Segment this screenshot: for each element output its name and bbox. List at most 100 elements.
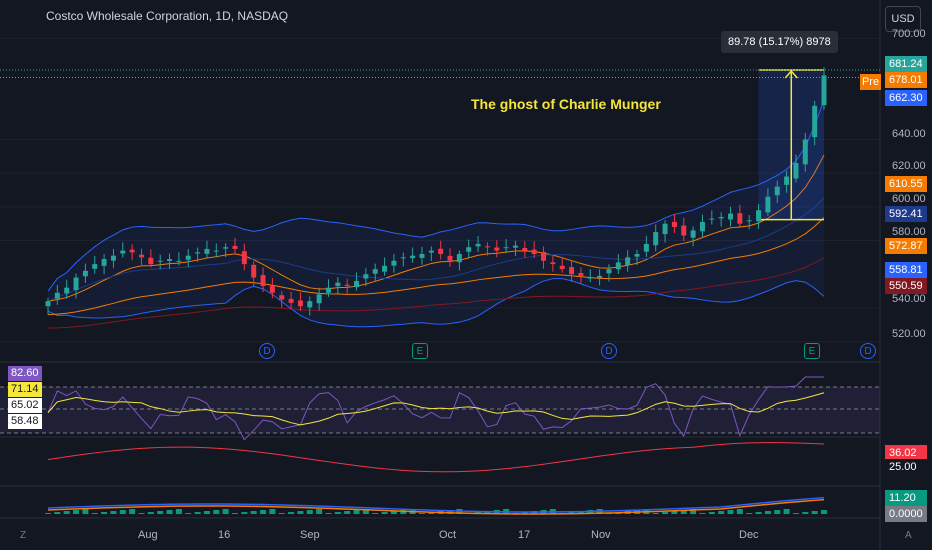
x-axis-label: Nov: [591, 529, 611, 541]
macd-histogram-bar: [746, 513, 753, 514]
x-axis-label: 16: [218, 529, 231, 541]
event-marker-e[interactable]: E: [412, 343, 428, 359]
candle-body: [410, 255, 416, 259]
y-axis-label: 600.00: [892, 193, 926, 205]
macd-histogram-bar: [755, 512, 762, 514]
macd-histogram-bar: [222, 509, 229, 514]
candle-body: [615, 262, 621, 270]
candle-body: [82, 270, 88, 277]
macd-histogram-bar: [353, 510, 360, 514]
bollinger-upper: [47, 99, 825, 292]
candle-body: [756, 210, 762, 222]
candle-body: [503, 247, 509, 249]
auto-scale-icon[interactable]: A: [905, 530, 912, 541]
candle-body: [821, 75, 827, 106]
macd-histogram-bar: [306, 510, 313, 514]
candle-body: [223, 247, 229, 249]
macd-histogram-bar: [718, 511, 725, 514]
candle-body: [578, 273, 584, 276]
macd-histogram-bar: [811, 511, 818, 514]
event-marker-e[interactable]: E: [804, 343, 820, 359]
macd-histogram-bar: [175, 509, 182, 514]
candle-body: [316, 294, 322, 304]
candle-body: [512, 245, 518, 248]
candle-body: [73, 277, 79, 291]
macd-histogram-bar: [166, 510, 173, 514]
candle-body: [101, 259, 107, 266]
macd-histogram-bar: [91, 513, 98, 514]
price-tag: 610.55: [885, 176, 927, 192]
timezone-icon[interactable]: Z: [20, 530, 27, 541]
currency-button[interactable]: USD: [885, 6, 921, 32]
candle-body: [157, 260, 163, 262]
measure-label: 89.78 (15.17%) 8978: [721, 31, 838, 53]
candle-body: [213, 250, 219, 252]
macd-histogram-bar: [662, 512, 669, 514]
candle-body: [307, 301, 313, 308]
price-tag: 592.41: [885, 206, 927, 222]
candle-body: [64, 287, 70, 294]
macd-histogram-bar: [736, 509, 743, 514]
y-axis-label: 580.00: [892, 226, 926, 238]
macd-histogram-bar: [157, 511, 164, 514]
chart-title: Costco Wholesale Corporation, 1D, NASDAQ: [46, 9, 289, 23]
price-tag: 572.87: [885, 238, 927, 254]
candle-body: [522, 247, 528, 251]
candle-body: [260, 275, 266, 286]
macd-histogram-bar: [185, 513, 192, 514]
candle-body: [690, 230, 696, 238]
candle-body: [475, 243, 481, 247]
candle-body: [204, 248, 210, 254]
rsi-tag: 71.14: [8, 382, 42, 397]
candle-body: [559, 265, 565, 270]
x-axis-label: Aug: [138, 529, 158, 541]
candle-body: [363, 274, 369, 279]
macd-histogram-bar: [269, 509, 276, 514]
macd-histogram-bar: [194, 512, 201, 514]
candle-body: [288, 298, 294, 303]
macd-histogram-bar: [708, 512, 715, 514]
candle-body: [251, 264, 257, 278]
ema-long: [47, 257, 825, 329]
macd-histogram-bar: [147, 512, 154, 514]
price-tag: 678.01: [885, 72, 927, 88]
macd-histogram-bar: [699, 513, 706, 514]
event-marker-d[interactable]: D: [601, 343, 617, 359]
macd-histogram-bar: [54, 512, 61, 514]
macd-histogram-bar: [45, 513, 51, 514]
candle-body: [606, 269, 612, 274]
adx-tag: 25.00: [885, 459, 927, 475]
macd-histogram-bar: [344, 511, 351, 514]
candle-body: [531, 249, 537, 254]
y-axis-label: 700.00: [892, 28, 926, 40]
macd-histogram-bar: [390, 511, 397, 514]
candle-body: [185, 255, 191, 260]
macd-histogram-bar: [129, 509, 136, 514]
macd-histogram-bar: [400, 510, 407, 514]
candle-body: [671, 221, 677, 228]
ema-short: [47, 154, 825, 302]
candle-body: [438, 248, 444, 254]
macd-histogram-bar: [362, 509, 369, 514]
macd-histogram-bar: [802, 512, 809, 514]
candle-body: [382, 265, 388, 272]
candle-body: [653, 232, 659, 246]
candle-body: [737, 213, 743, 224]
macd-histogram-bar: [577, 511, 584, 514]
candle-body: [466, 247, 472, 252]
candle-body: [344, 284, 350, 286]
event-marker-d[interactable]: D: [860, 343, 876, 359]
candle-body: [662, 223, 668, 235]
macd-histogram-bar: [138, 513, 145, 514]
macd-histogram-bar: [783, 509, 790, 514]
candle-body: [138, 254, 144, 258]
macd-histogram-bar: [521, 512, 528, 514]
candle-body: [269, 285, 275, 293]
candle-body: [447, 255, 453, 261]
event-marker-d[interactable]: D: [259, 343, 275, 359]
candle-body: [335, 282, 341, 287]
rsi-band: [0, 387, 880, 433]
adx-tag: 36.02: [885, 445, 927, 461]
candle-body: [634, 254, 640, 257]
